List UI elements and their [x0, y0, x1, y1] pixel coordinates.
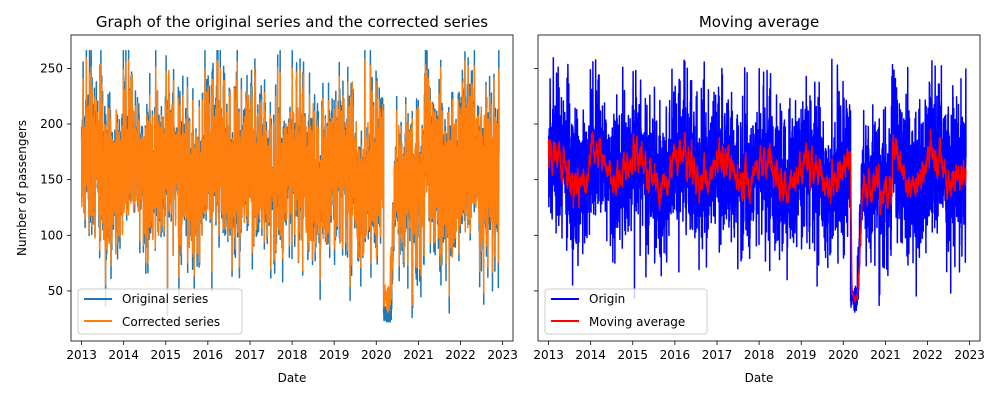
y-tick-label: 150 — [40, 173, 63, 187]
x-tick-label: 2017 — [702, 348, 733, 362]
legend: Original series Corrected series — [77, 288, 243, 335]
plot-area — [547, 57, 967, 313]
x-tick-label: 2016 — [193, 348, 224, 362]
chart-title: Moving average — [699, 13, 819, 31]
legend: Origin Moving average — [544, 288, 708, 335]
x-tick-label: 2015 — [150, 348, 181, 362]
series-line-origin — [547, 57, 967, 313]
y-axis-ticks-shared — [534, 67, 538, 292]
chart-title: Graph of the original series and the cor… — [96, 13, 488, 31]
x-tick-label: 2013 — [66, 348, 97, 362]
x-tick-label: 2017 — [235, 348, 266, 362]
x-tick-label: 2023 — [487, 348, 518, 362]
y-tick-label: 200 — [40, 117, 63, 131]
x-tick-label: 2020 — [361, 348, 392, 362]
legend-box — [77, 288, 243, 335]
x-axis-ticks: 2013 2014 2015 2016 2017 2018 2019 2020 2021 2022… — [66, 341, 518, 362]
x-tick-label: 2014 — [108, 348, 139, 362]
y-tick-label: 50 — [48, 284, 63, 298]
x-tick-label: 2018 — [744, 348, 775, 362]
chart-original-vs-corrected: Graph of the original series and the cor… — [15, 13, 518, 385]
x-tick-label: 2020 — [828, 348, 859, 362]
y-tick-label: 250 — [40, 61, 63, 75]
legend-entry-corrected-series: Corrected series — [122, 315, 220, 329]
x-axis-label: Date — [745, 371, 774, 385]
x-tick-label: 2015 — [617, 348, 648, 362]
x-tick-label: 2018 — [277, 348, 308, 362]
y-tick-label: 100 — [40, 228, 63, 242]
x-tick-label: 2023 — [954, 348, 985, 362]
x-tick-label: 2022 — [445, 348, 476, 362]
y-axis-ticks: 50 100 150 200 250 — [40, 61, 71, 298]
x-tick-label: 2019 — [319, 348, 350, 362]
x-tick-label: 2022 — [912, 348, 943, 362]
x-axis-ticks: 2013 2014 2015 2016 2017 2018 2019 2020 2021 2022… — [533, 341, 985, 362]
x-tick-label: 2014 — [575, 348, 606, 362]
x-tick-label: 2021 — [403, 348, 434, 362]
x-tick-label: 2021 — [870, 348, 901, 362]
x-tick-label: 2013 — [533, 348, 564, 362]
y-axis-label: Number of passengers — [15, 120, 29, 256]
x-axis-label: Date — [278, 371, 307, 385]
chart-moving-average: Moving average 2013 2014 2015 2016 2017 2018 2… — [533, 13, 985, 385]
series-line-moving-average — [547, 128, 967, 303]
legend-entry-original-series: Original series — [122, 292, 208, 306]
x-tick-label: 2016 — [660, 348, 691, 362]
legend-entry-moving-average: Moving average — [589, 315, 685, 329]
x-tick-label: 2019 — [786, 348, 817, 362]
legend-entry-origin: Origin — [589, 292, 625, 306]
plot-area — [80, 49, 500, 323]
legend-box — [544, 288, 708, 335]
series-line-corrected-series — [80, 57, 500, 313]
